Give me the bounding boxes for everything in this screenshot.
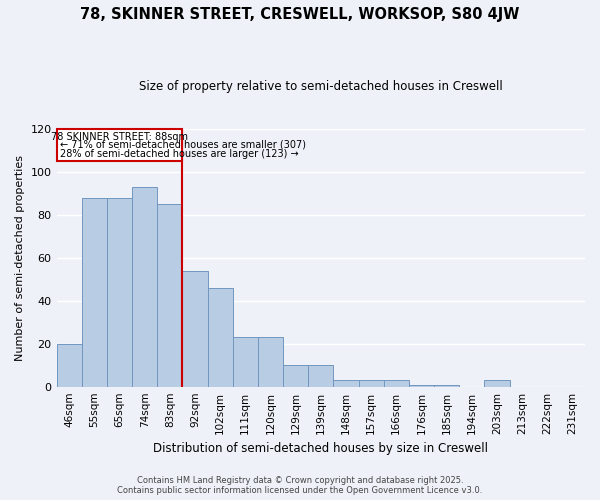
Bar bbox=[484, 380, 509, 386]
Bar bbox=[359, 380, 383, 386]
Bar bbox=[82, 198, 107, 386]
Text: ← 71% of semi-detached houses are smaller (307): ← 71% of semi-detached houses are smalle… bbox=[61, 140, 307, 150]
Bar bbox=[409, 384, 434, 386]
X-axis label: Distribution of semi-detached houses by size in Creswell: Distribution of semi-detached houses by … bbox=[153, 442, 488, 455]
Bar bbox=[434, 384, 459, 386]
Bar bbox=[182, 270, 208, 386]
Bar bbox=[308, 365, 334, 386]
Text: 78 SKINNER STREET: 88sqm: 78 SKINNER STREET: 88sqm bbox=[51, 132, 188, 142]
Y-axis label: Number of semi-detached properties: Number of semi-detached properties bbox=[15, 155, 25, 361]
Bar bbox=[208, 288, 233, 386]
Bar bbox=[132, 187, 157, 386]
Bar bbox=[383, 380, 409, 386]
Bar bbox=[157, 204, 182, 386]
Text: Contains HM Land Registry data © Crown copyright and database right 2025.
Contai: Contains HM Land Registry data © Crown c… bbox=[118, 476, 482, 495]
Title: Size of property relative to semi-detached houses in Creswell: Size of property relative to semi-detach… bbox=[139, 80, 503, 93]
Bar bbox=[233, 338, 258, 386]
Bar bbox=[258, 338, 283, 386]
FancyBboxPatch shape bbox=[56, 129, 182, 161]
Bar bbox=[334, 380, 359, 386]
Text: 28% of semi-detached houses are larger (123) →: 28% of semi-detached houses are larger (… bbox=[61, 149, 299, 159]
Bar bbox=[56, 344, 82, 386]
Bar bbox=[283, 365, 308, 386]
Text: 78, SKINNER STREET, CRESWELL, WORKSOP, S80 4JW: 78, SKINNER STREET, CRESWELL, WORKSOP, S… bbox=[80, 8, 520, 22]
Bar bbox=[107, 198, 132, 386]
